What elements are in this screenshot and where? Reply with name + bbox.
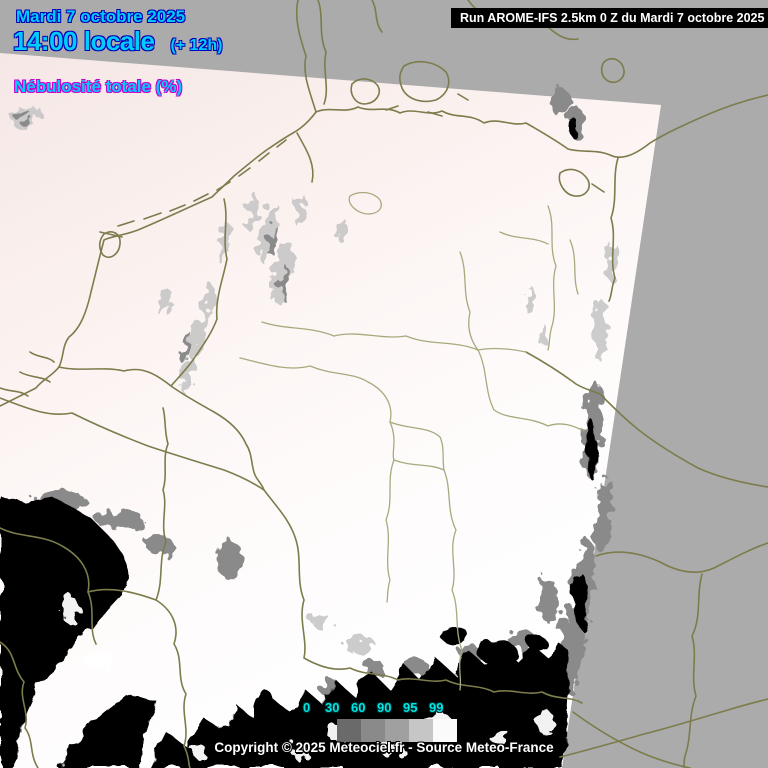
time-row: 14:00 locale (+ 12h) [13, 26, 222, 57]
model-run-banner: Run AROME-IFS 2.5km 0 Z du Mardi 7 octob… [451, 8, 768, 28]
model-domain-area [0, 53, 661, 768]
legend-swatch [361, 719, 385, 742]
date-label: Mardi 7 octobre 2025 [16, 7, 186, 26]
legend-tick-99: 99 [429, 700, 444, 715]
legend-tick-95: 95 [403, 700, 418, 715]
legend-swatch [433, 719, 457, 742]
local-time-label: 14:00 locale [13, 26, 155, 56]
legend-swatch [385, 719, 409, 742]
cloud-pockets-white [61, 596, 554, 759]
forecast-offset-label: (+ 12h) [170, 37, 223, 54]
legend-swatch [409, 719, 433, 742]
legend-tick-0: 0 [303, 700, 311, 715]
copyright-label: Copyright © 2025 Meteociel.fr - Source M… [214, 740, 554, 755]
state-borders [239, 191, 585, 691]
clear-sky-black-areas [0, 118, 597, 768]
legend-tick-60: 60 [351, 700, 366, 715]
legend-swatch [337, 719, 361, 742]
legend-color-scale [337, 719, 457, 742]
cloud-shading-light [11, 105, 618, 654]
variable-label: Nébulosité totale (%) [14, 77, 183, 96]
legend-tick-30: 30 [325, 700, 340, 715]
legend-tick-90: 90 [377, 700, 392, 715]
